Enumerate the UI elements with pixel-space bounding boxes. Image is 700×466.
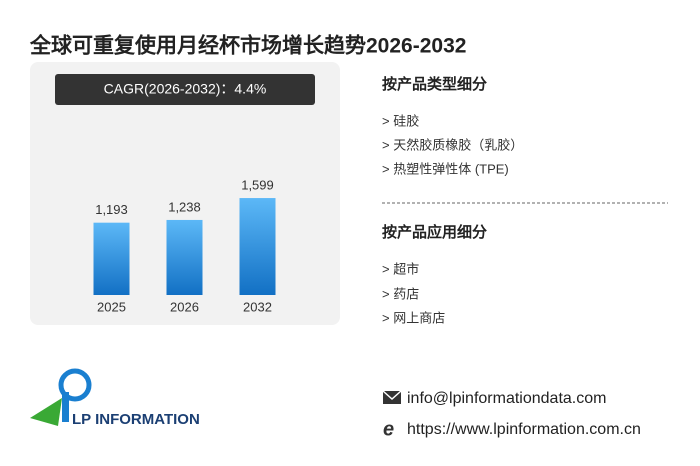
segment-item: > 超市 xyxy=(382,261,419,276)
logo-ring xyxy=(58,368,92,402)
x-tick-label: 2025 xyxy=(97,299,126,314)
segment-item: > 热塑性弹性体 (TPE) xyxy=(382,161,509,176)
email-icon-flap xyxy=(382,390,402,401)
cagr-banner xyxy=(55,74,315,105)
segment-item: > 网上商店 xyxy=(382,310,445,325)
segment-item: > 硅胶 xyxy=(382,113,419,128)
bar xyxy=(93,222,130,295)
segment-item: > 药店 xyxy=(382,286,419,301)
email[interactable]: info@lpinformationdata.com xyxy=(407,390,606,407)
logo-swoosh xyxy=(30,398,62,426)
logo-bar xyxy=(62,392,69,422)
segment-item: > 天然胶质橡胶（乳胶） xyxy=(382,137,523,152)
logo: LP INFORMATION xyxy=(30,368,200,428)
x-tick-label: 2026 xyxy=(170,299,199,314)
segment-title: 按产品类型细分 xyxy=(382,75,487,93)
bar xyxy=(166,219,203,295)
value-label: 1,193 xyxy=(95,202,128,217)
value-label: 1,238 xyxy=(168,199,201,214)
value-label: 1,599 xyxy=(241,177,274,192)
title: 全球可重复使用月经杯市场增长趋势2026-2032 xyxy=(29,34,466,58)
x-tick-label: 2032 xyxy=(243,299,272,314)
cagr-text: CAGR(2026-2032)：4.4% xyxy=(104,81,267,97)
web-icon: e xyxy=(383,418,394,440)
segment-title: 按产品应用细分 xyxy=(382,223,487,241)
website[interactable]: https://www.lpinformation.com.cn xyxy=(407,421,641,438)
bar xyxy=(239,198,276,295)
logo-text: LP INFORMATION xyxy=(72,411,200,428)
